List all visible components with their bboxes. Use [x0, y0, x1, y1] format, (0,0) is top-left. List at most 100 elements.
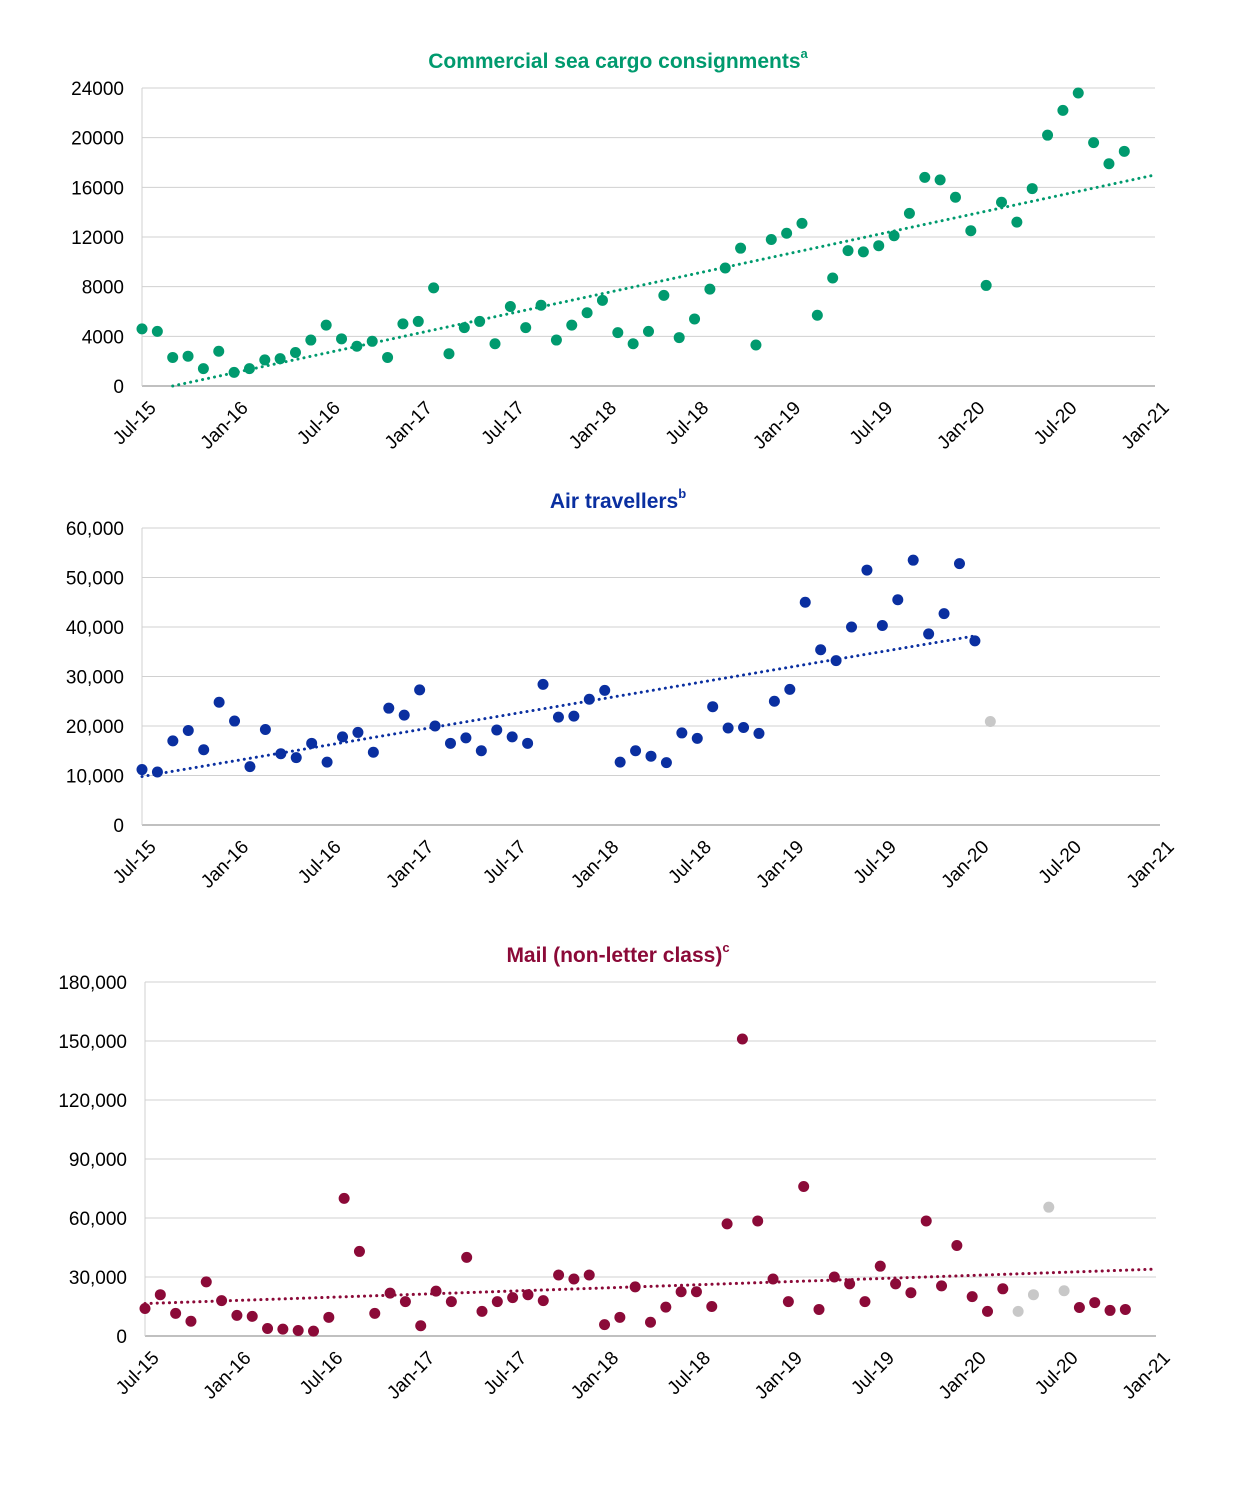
- data-point: [923, 628, 935, 640]
- chart-title-text: Mail (non-letter class): [506, 944, 723, 967]
- data-point: [262, 1323, 274, 1335]
- data-point: [213, 696, 225, 708]
- data-point: [229, 715, 241, 727]
- x-tick-label: Jul-18: [664, 1348, 715, 1399]
- data-point: [1073, 1301, 1085, 1313]
- data-point: [308, 1325, 319, 1337]
- data-point: [857, 246, 869, 258]
- excluded-data-point: [1027, 1289, 1039, 1301]
- data-point: [735, 242, 747, 254]
- data-point: [691, 732, 703, 744]
- data-point: [722, 722, 734, 734]
- data-point: [154, 1289, 166, 1301]
- data-point: [369, 1307, 381, 1319]
- data-point: [660, 757, 672, 769]
- data-point: [552, 711, 564, 723]
- data-point: [1088, 137, 1100, 149]
- x-tick-label: Jan-21: [1119, 1348, 1175, 1404]
- data-point: [980, 279, 992, 291]
- data-point: [443, 348, 455, 360]
- data-point: [306, 737, 318, 749]
- data-point: [185, 1315, 197, 1327]
- data-point: [290, 752, 302, 764]
- y-tick-label: 60,000: [66, 519, 124, 540]
- data-point: [321, 756, 333, 768]
- data-point: [336, 333, 348, 345]
- data-point: [553, 1269, 565, 1281]
- data-point: [645, 1316, 656, 1328]
- data-point: [170, 1307, 182, 1319]
- data-point: [768, 695, 780, 707]
- chart-title-text: Commercial sea cargo consignments: [428, 50, 801, 73]
- data-point: [721, 1218, 733, 1230]
- data-point: [351, 340, 363, 352]
- x-tick-label: Jul-19: [847, 1348, 898, 1399]
- data-point: [384, 1287, 396, 1299]
- data-point: [414, 684, 426, 696]
- data-point: [366, 335, 378, 347]
- data-point: [275, 748, 287, 760]
- chart-title-footnote-marker: b: [678, 486, 687, 501]
- data-point: [167, 735, 179, 747]
- data-point: [428, 282, 440, 294]
- data-point: [799, 596, 811, 608]
- data-point: [231, 1309, 243, 1321]
- data-point: [1042, 129, 1054, 141]
- y-tick-label: 50,000: [66, 569, 124, 590]
- excluded-data-point: [1043, 1201, 1055, 1213]
- x-tick-label: Jul-15: [112, 1348, 163, 1399]
- data-point: [246, 1310, 258, 1322]
- data-point: [752, 1215, 764, 1227]
- data-point: [689, 313, 701, 325]
- data-point: [398, 709, 410, 721]
- y-tick-label: 0: [116, 1327, 127, 1348]
- data-point: [489, 338, 501, 350]
- data-point: [982, 1305, 993, 1317]
- data-point: [828, 1271, 840, 1283]
- data-point: [1104, 1304, 1116, 1316]
- data-point: [213, 345, 225, 357]
- data-point: [583, 1269, 595, 1281]
- data-point: [813, 1303, 825, 1315]
- data-point: [382, 351, 394, 363]
- data-point: [274, 353, 286, 365]
- data-point: [736, 1033, 748, 1045]
- y-tick-label: 150,000: [58, 1032, 127, 1053]
- chart-title: Mail (non-letter class)c: [0, 940, 1236, 968]
- data-point: [874, 1260, 886, 1272]
- data-point: [320, 319, 332, 331]
- data-point: [507, 1292, 519, 1304]
- data-point: [228, 366, 240, 378]
- x-tick-label: Jul-16: [296, 1348, 347, 1399]
- data-point: [658, 289, 670, 301]
- data-point: [550, 334, 562, 346]
- excluded-data-point: [1058, 1285, 1070, 1297]
- data-point: [1011, 216, 1023, 228]
- x-tick-label: Jan-20: [935, 1348, 991, 1404]
- data-point: [645, 750, 657, 762]
- data-point: [566, 319, 578, 331]
- data-point: [660, 1301, 672, 1313]
- data-point: [305, 334, 317, 346]
- data-point: [415, 1320, 427, 1332]
- data-point: [953, 558, 965, 570]
- data-point: [599, 1319, 611, 1331]
- data-point: [244, 761, 256, 773]
- chart-title: Air travellersb: [0, 486, 1236, 514]
- data-point: [690, 1286, 702, 1298]
- data-point: [629, 1281, 641, 1293]
- y-tick-label: 60,000: [69, 1209, 127, 1230]
- data-point: [827, 272, 839, 284]
- data-point: [798, 1181, 810, 1193]
- data-point: [753, 727, 765, 739]
- data-point: [1103, 158, 1115, 170]
- data-point: [859, 1296, 871, 1308]
- data-point: [200, 1276, 212, 1288]
- data-point: [951, 1240, 963, 1252]
- data-point: [151, 325, 163, 337]
- data-point: [673, 332, 685, 344]
- y-tick-label: 90,000: [69, 1150, 127, 1171]
- data-point: [216, 1295, 228, 1307]
- data-point: [811, 309, 823, 321]
